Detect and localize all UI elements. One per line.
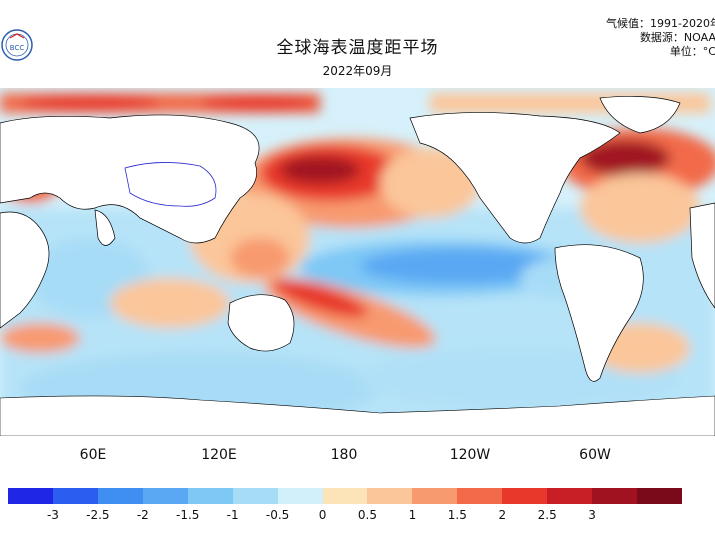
bcc-logo: BCC	[0, 28, 34, 62]
antarctica	[0, 395, 715, 437]
map-title: 全球海表温度距平场	[276, 38, 439, 58]
colorbar-tick-label: -3	[46, 508, 59, 522]
africa-landmass	[0, 211, 50, 329]
colorbar-segment	[187, 488, 234, 504]
meta-source: 数据源：NOAA	[639, 31, 715, 44]
lon-label: 180	[330, 447, 358, 463]
australia-landmass	[227, 294, 295, 352]
metadata-block: 气候值：1991-2020年 数据源：NOAA 单位：°C	[606, 17, 715, 59]
greenland-landmass	[599, 96, 681, 134]
colorbar-segment	[592, 488, 638, 504]
sst-anomaly-map	[0, 88, 715, 437]
colorbar-segment	[97, 488, 144, 504]
colorbar-segment	[277, 488, 324, 504]
colorbar-tick-label: 2	[498, 508, 507, 522]
colorbar-segment	[547, 488, 593, 504]
colorbar-tick-label: -1.5	[176, 508, 200, 522]
colorbar-segment	[142, 488, 189, 504]
colorbar-segment	[457, 488, 503, 504]
colorbar-segment	[8, 488, 54, 504]
eurasia-landmass	[0, 114, 260, 244]
landmasses	[0, 96, 715, 382]
colorbar-tick-label: -2.5	[86, 508, 110, 522]
colorbar-tick-label: 0	[318, 508, 327, 522]
colorbar-segment	[367, 488, 413, 504]
colorbar-segment	[637, 488, 683, 504]
colorbar-tick-label: 2.5	[537, 508, 557, 522]
colorbar-tick-label: 3	[588, 508, 596, 522]
colorbar	[8, 488, 683, 504]
colorbar-segment	[322, 488, 368, 504]
lon-label: 120E	[201, 447, 237, 463]
colorbar-tick-label: 0.5	[357, 508, 377, 522]
south-america-landmass	[554, 244, 644, 382]
colorbar-tick-label: 1	[408, 508, 417, 522]
meta-climatology: 气候值：1991-2020年	[606, 17, 715, 30]
china-boundary	[124, 162, 217, 207]
india-landmass	[94, 209, 116, 246]
lon-label: 120W	[449, 447, 491, 463]
colorbar-tick-label: -2	[136, 508, 149, 522]
lon-label: 60W	[579, 447, 611, 463]
colorbar-segment	[232, 488, 279, 504]
meta-unit: 单位：°C	[669, 45, 715, 58]
colorbar-segment	[502, 488, 548, 504]
colorbar-tick-label: -1	[226, 508, 239, 522]
colorbar-tick-label: -0.5	[265, 508, 290, 522]
colorbar-segment	[412, 488, 458, 504]
colorbar-segment	[52, 488, 99, 504]
logo-text: BCC	[10, 44, 25, 52]
colorbar-tick-label: 1.5	[447, 508, 467, 522]
north-america-landmass	[409, 112, 621, 244]
africa-east-edge	[689, 202, 715, 309]
lon-label: 60E	[79, 447, 107, 463]
map-subtitle: 2022年09月	[322, 64, 393, 78]
